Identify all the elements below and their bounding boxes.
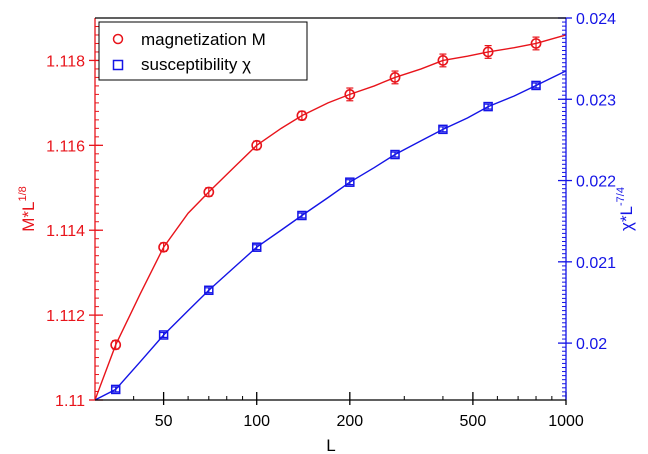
- legend-label-magnetization: magnetization M: [141, 30, 266, 49]
- legend-marker-magnetization: [112, 33, 124, 45]
- point-magnetization: [158, 241, 170, 253]
- left-axis-title: M*L1/8: [17, 186, 38, 232]
- right-tick-label: 0.024: [576, 11, 616, 28]
- point-susceptibility: [297, 210, 307, 221]
- point-magnetization: [530, 38, 542, 49]
- point-magnetization: [110, 339, 122, 351]
- point-susceptibility: [438, 124, 448, 135]
- x-tick-label: 50: [155, 413, 173, 430]
- x-axis-ticks: 50 100 200 500 1000: [94, 392, 584, 430]
- right-axis-title: χ*L-7/4: [615, 187, 636, 231]
- right-axis-label: χ*L: [617, 206, 636, 231]
- point-magnetization: [437, 55, 449, 66]
- legend-box: [98, 21, 308, 81]
- point-magnetization: [203, 186, 215, 198]
- point-susceptibility: [158, 330, 169, 340]
- right-tick-label: 0.021: [576, 255, 616, 272]
- left-tick-label: 1.11: [55, 393, 85, 410]
- point-magnetization: [389, 72, 401, 83]
- right-tick-label: 0.02: [576, 336, 607, 353]
- svg-text:M*L1/8: M*L1/8: [17, 186, 38, 232]
- point-susceptibility: [251, 242, 262, 252]
- right-tick-label: 0.022: [576, 174, 616, 191]
- fit-curve-magnetization: [94, 34, 567, 401]
- x-tick-label: 500: [460, 413, 487, 430]
- x-axis-label: L: [326, 436, 335, 454]
- right-tick-label: 0.023: [576, 92, 616, 109]
- left-tick-label: 1.116: [46, 138, 85, 155]
- point-susceptibility: [390, 149, 400, 160]
- fit-curves: [94, 34, 567, 401]
- left-tick-label: 1.118: [46, 53, 85, 70]
- right-axis-ticks: 0.02 0.021 0.022 0.023 0.024: [558, 11, 616, 401]
- point-susceptibility: [110, 384, 121, 395]
- svg-text:χ*L-7/4: χ*L-7/4: [615, 187, 636, 231]
- point-magnetization: [251, 139, 263, 151]
- x-tick-label: 1000: [548, 413, 584, 430]
- point-susceptibility: [531, 80, 541, 91]
- left-axis-label: M*L: [19, 202, 38, 232]
- x-tick-label: 100: [243, 413, 270, 430]
- point-susceptibility: [345, 177, 355, 187]
- point-magnetization: [482, 46, 494, 58]
- legend-label-susceptibility: susceptibility χ: [141, 55, 251, 74]
- x-tick-label: 200: [336, 413, 363, 430]
- left-axis-label-exponent: 1/8: [17, 186, 29, 201]
- point-susceptibility: [483, 101, 493, 112]
- point-susceptibility: [204, 285, 214, 296]
- legend-marker-susceptibility: [112, 59, 124, 71]
- left-tick-label: 1.112: [46, 308, 85, 325]
- left-tick-label: 1.114: [46, 223, 85, 240]
- legend: magnetization M susceptibility χ: [98, 21, 308, 81]
- point-magnetization: [344, 89, 356, 100]
- left-axis-ticks: 1.11 1.112 1.114 1.116 1.118: [46, 17, 103, 410]
- point-magnetization: [296, 110, 308, 122]
- fit-curve-susceptibility: [94, 70, 567, 401]
- right-axis-label-exponent: -7/4: [615, 187, 627, 206]
- data-points: [110, 36, 542, 395]
